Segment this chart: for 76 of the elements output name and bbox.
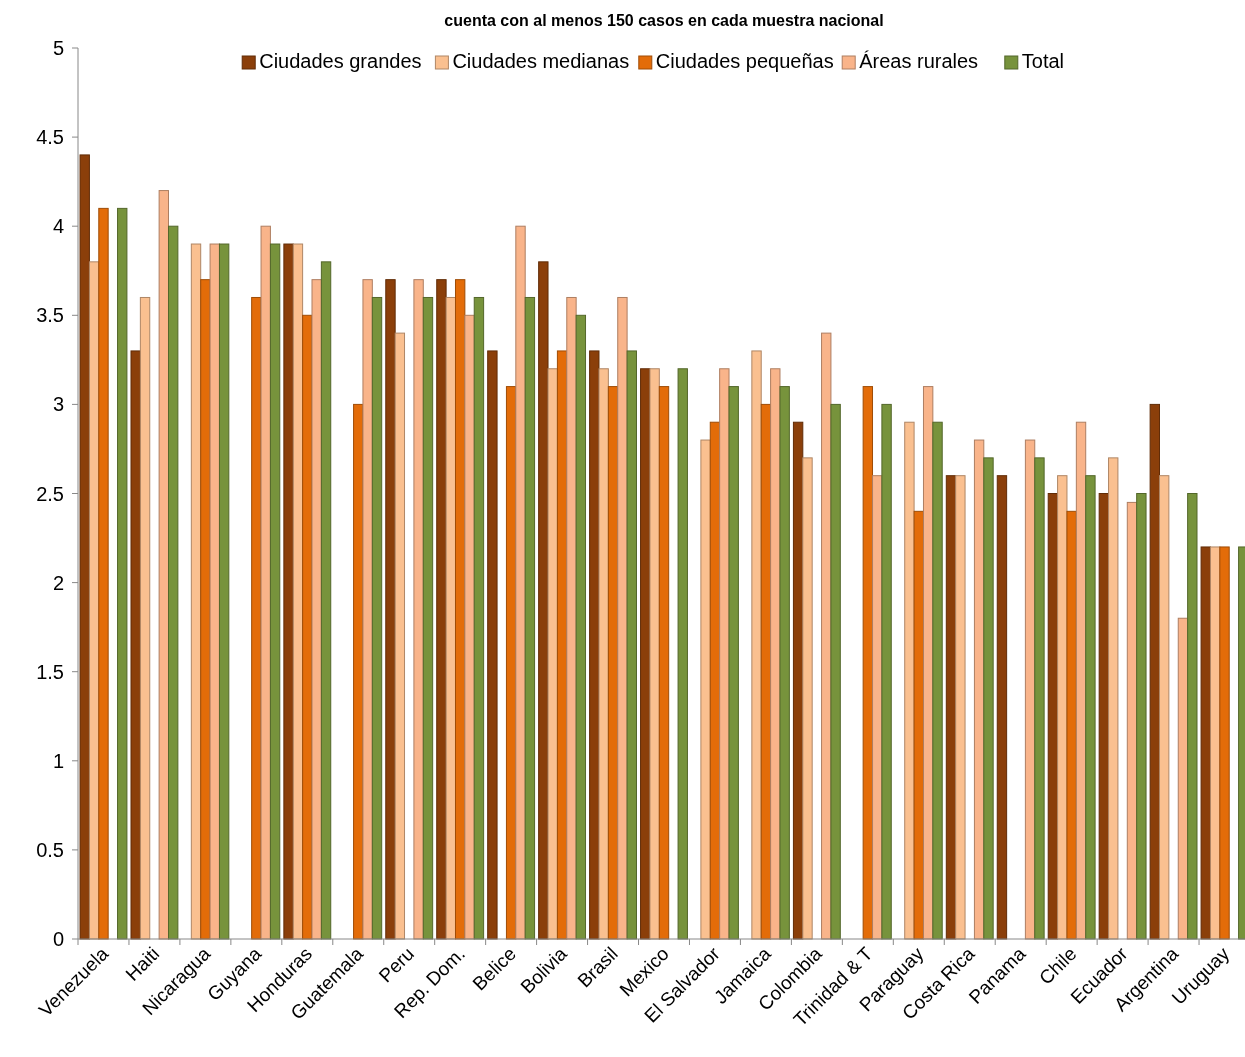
bar [524,296,536,940]
bar [473,296,485,940]
bar [575,314,587,940]
legend-label: Total [1021,50,1065,72]
bar [1136,493,1147,940]
bar [385,279,396,940]
bar [1085,475,1096,940]
bar [700,439,711,940]
bar [209,243,220,940]
bar [311,279,322,940]
bar [139,296,151,940]
bar [538,261,549,940]
bar [751,350,762,940]
chart-title: cuenta con al menos 150 casos en cada muestra nacional [444,12,884,29]
bar [932,421,943,940]
bar [413,279,424,940]
bar [649,368,660,940]
legend-label: Ciudades pequeñas [655,50,834,72]
bar [1200,546,1211,940]
bar [515,225,526,940]
bar [158,190,169,940]
bar [283,243,294,940]
y-tick-label: 1.5 [36,660,64,683]
bar [371,296,383,940]
y-tick-label: 0.5 [36,838,64,861]
bar [547,368,558,940]
bar [862,386,874,940]
bar [487,350,498,940]
bar [658,386,670,940]
bar [394,332,406,940]
bar [168,225,179,940]
legend-label: Ciudades grandes [259,50,422,72]
bar [802,457,813,940]
bar [1149,403,1161,940]
bar [362,279,373,940]
bar [955,475,966,940]
y-tick-label: 3 [52,393,64,416]
bar [983,457,994,940]
bar [904,421,915,940]
bar [677,368,688,940]
bar [320,261,332,940]
bar [464,314,475,940]
bar [1219,546,1230,940]
y-tick-label: 0 [52,928,64,950]
bar [881,403,892,940]
bar [1159,475,1170,940]
y-tick-label: 5 [52,37,64,59]
bar [626,350,637,940]
bar [260,225,271,940]
bar [130,350,141,940]
bar [913,510,924,940]
y-tick-label: 1 [52,749,64,772]
bar [996,475,1008,940]
bar [269,243,281,940]
y-tick-label: 4.5 [36,126,64,149]
bar [422,296,434,940]
bar [218,243,230,940]
legend-label: Ciudades medianas [452,50,630,72]
bar [98,207,109,940]
bar [79,154,90,940]
bar [728,386,739,940]
y-tick-label: 2 [52,571,64,594]
bar [117,207,128,940]
y-tick-label: 4 [52,215,64,238]
bar [598,368,609,940]
y-tick-label: 2.5 [36,482,64,505]
bar [566,296,577,940]
y-tick-label: 3.5 [36,304,64,327]
bar [1108,457,1119,940]
bar [830,403,841,940]
bar [1187,493,1198,940]
bar [1066,510,1077,940]
legend-label: Áreas rurales [859,50,979,72]
bar [779,386,790,940]
bar [1034,457,1045,940]
bar [445,296,456,940]
